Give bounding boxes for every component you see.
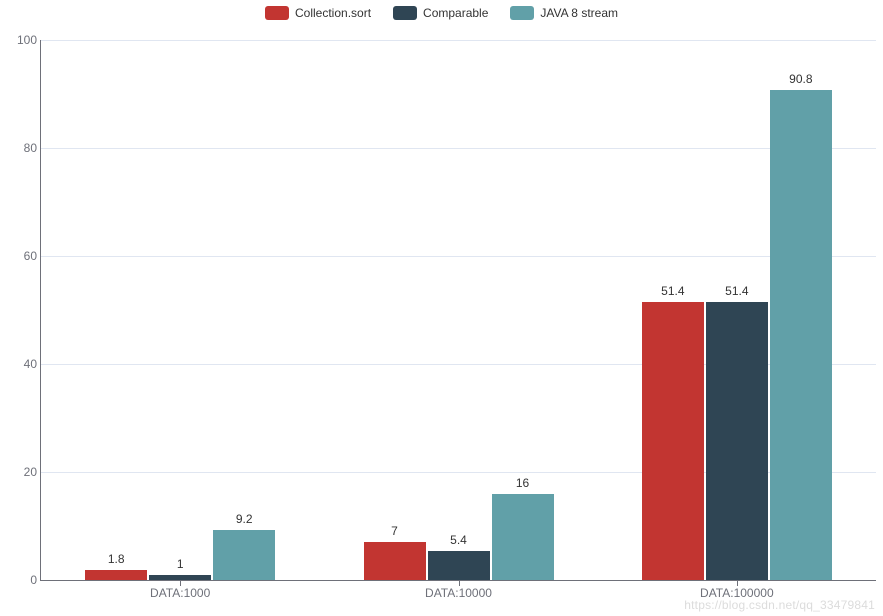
ytick-label: 60 <box>11 249 37 263</box>
legend-label: Comparable <box>423 6 488 20</box>
xtick-label: DATA:100000 <box>700 586 774 600</box>
bar[interactable] <box>706 302 768 580</box>
ytick-label: 0 <box>11 573 37 587</box>
bar[interactable] <box>149 575 211 580</box>
bar-value-label: 9.2 <box>236 512 253 526</box>
gridline <box>41 40 876 41</box>
ytick-label: 80 <box>11 141 37 155</box>
ytick-label: 100 <box>11 33 37 47</box>
legend-label: JAVA 8 stream <box>540 6 618 20</box>
legend-swatch-java8-stream <box>510 6 534 20</box>
bar[interactable] <box>428 551 490 580</box>
bar[interactable] <box>770 90 832 580</box>
bar[interactable] <box>85 570 147 580</box>
bar-chart: Collection.sort Comparable JAVA 8 stream… <box>0 0 883 616</box>
xtick-label: DATA:10000 <box>425 586 492 600</box>
ytick-label: 40 <box>11 357 37 371</box>
bar-value-label: 1 <box>177 557 184 571</box>
plot-area: 020406080100DATA:10001.819.2DATA:1000075… <box>40 40 876 581</box>
bar[interactable] <box>364 542 426 580</box>
legend-item[interactable]: Collection.sort <box>265 6 371 20</box>
legend-swatch-collection-sort <box>265 6 289 20</box>
ytick-label: 20 <box>11 465 37 479</box>
bar-value-label: 7 <box>391 524 398 538</box>
legend-item[interactable]: Comparable <box>393 6 488 20</box>
legend-item[interactable]: JAVA 8 stream <box>510 6 618 20</box>
legend: Collection.sort Comparable JAVA 8 stream <box>0 6 883 20</box>
legend-swatch-comparable <box>393 6 417 20</box>
legend-label: Collection.sort <box>295 6 371 20</box>
bar[interactable] <box>642 302 704 580</box>
gridline <box>41 256 876 257</box>
bar-value-label: 1.8 <box>108 552 125 566</box>
watermark: https://blog.csdn.net/qq_33479841 <box>684 598 875 612</box>
bar[interactable] <box>213 530 275 580</box>
bar-value-label: 90.8 <box>789 72 812 86</box>
bar-value-label: 51.4 <box>661 284 684 298</box>
bar-value-label: 51.4 <box>725 284 748 298</box>
xtick-label: DATA:1000 <box>150 586 210 600</box>
gridline <box>41 148 876 149</box>
bar-value-label: 5.4 <box>450 533 467 547</box>
bar-value-label: 16 <box>516 476 529 490</box>
bar[interactable] <box>492 494 554 580</box>
